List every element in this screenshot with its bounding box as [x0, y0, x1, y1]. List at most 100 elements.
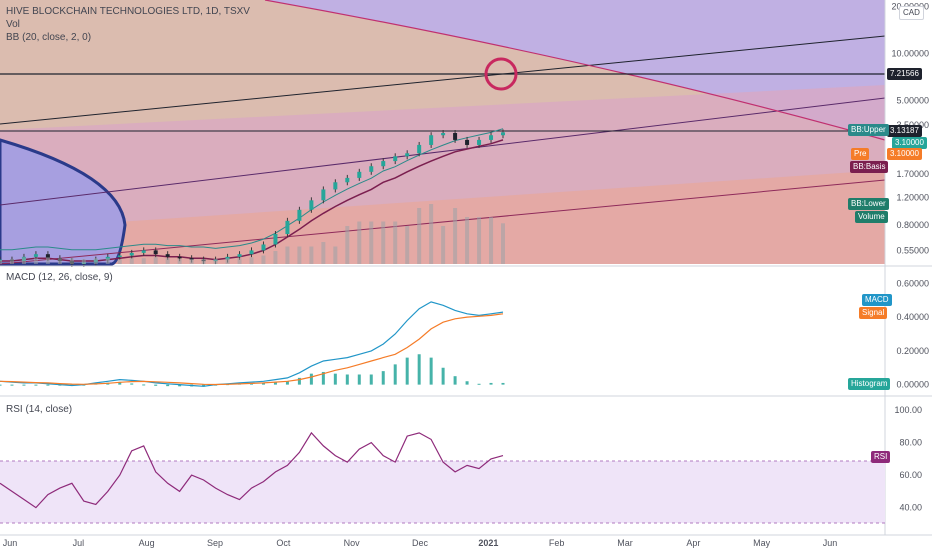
- histogram-bar: [285, 381, 289, 385]
- histogram-bar: [357, 374, 361, 385]
- time-tick-label: Apr: [686, 538, 700, 548]
- histogram-bar: [321, 371, 325, 385]
- level-price-tag: 7.21566: [887, 68, 922, 80]
- volume-bar: [333, 246, 338, 264]
- candle-body: [393, 156, 398, 162]
- volume-bar: [165, 258, 170, 264]
- candle-body: [261, 244, 266, 251]
- candle-body: [297, 209, 302, 221]
- rsi-tick-label: 80.00: [899, 438, 922, 448]
- volume-bar: [501, 223, 505, 264]
- histogram-bar: [142, 384, 146, 386]
- histogram-bar: [261, 382, 265, 385]
- volume-bar: [393, 221, 398, 264]
- macd-tick-label: 0.40000: [896, 312, 929, 322]
- volume-bar: [381, 221, 386, 264]
- time-tick-label: Oct: [276, 538, 291, 548]
- histogram-bar: [393, 364, 397, 385]
- candle-body: [429, 135, 434, 145]
- volume-bar: [453, 208, 458, 264]
- histogram-bar: [34, 384, 38, 386]
- histogram-bar: [369, 374, 373, 385]
- price-tick-label: 5.00000: [896, 96, 929, 106]
- candle-body: [249, 250, 254, 255]
- volume-bar: [465, 217, 470, 264]
- histogram-bar: [10, 384, 14, 386]
- volume-bar: [321, 242, 326, 264]
- candle-body: [333, 182, 338, 190]
- candle-body: [357, 171, 362, 178]
- volume-bar: [309, 246, 314, 264]
- volume-bar: [273, 251, 278, 264]
- histogram-bar: [0, 384, 2, 386]
- volume-bar: [285, 246, 290, 264]
- time-tick-label: Dec: [412, 538, 429, 548]
- fan-line-middle: [0, 97, 886, 206]
- volume-bar: [9, 259, 14, 264]
- volume-bar: [237, 258, 242, 264]
- volume-bar: [129, 258, 134, 264]
- rsi-tick-label: 60.00: [899, 470, 922, 480]
- volume-bar: [189, 259, 194, 264]
- rsi-band: [0, 461, 885, 523]
- histogram-bar: [273, 382, 277, 385]
- rsi-series: [0, 431, 504, 509]
- candle-body: [273, 234, 278, 245]
- candle-body: [405, 153, 410, 157]
- volume-bar: [477, 217, 482, 264]
- rsi-tick-label: 40.00: [899, 503, 922, 513]
- volume-bar: [33, 258, 38, 264]
- macd-legend[interactable]: MACD (12, 26, close, 9): [6, 272, 113, 283]
- time-tick-label: Sep: [207, 538, 223, 548]
- signal-line: [0, 313, 504, 386]
- price-tick-label: 1.20000: [896, 192, 929, 202]
- volume-bar: [105, 258, 110, 264]
- pre-price-tag: 3.10000: [887, 148, 922, 160]
- bb-legend[interactable]: BB (20, close, 2, 0): [6, 32, 92, 43]
- symbol-title[interactable]: HIVE BLOCKCHAIN TECHNOLOGIES LTD, 1D, TS…: [6, 6, 250, 17]
- arc-line: [264, 0, 886, 141]
- fan-line-upper: [0, 35, 886, 125]
- histogram-bar: [333, 373, 337, 385]
- volume-bar: [417, 208, 422, 264]
- volume-bar: [261, 255, 266, 264]
- hidden-price-tag: 3.10000: [892, 137, 927, 149]
- highlight-circle: [484, 57, 518, 91]
- volume-bar: [93, 258, 98, 264]
- candle-body: [465, 139, 470, 145]
- volume-bar: [21, 257, 26, 264]
- candle-body: [489, 135, 494, 140]
- volume-bar: [405, 226, 410, 264]
- candle-body: [237, 254, 242, 257]
- fan-region-purple: [265, 0, 885, 140]
- histogram-bar: [501, 382, 505, 385]
- bb-lower-tag: BB:Lower: [848, 198, 889, 210]
- time-tick-label: 2021: [478, 538, 498, 548]
- volume-bar: [141, 258, 146, 264]
- currency-badge[interactable]: CAD: [899, 6, 924, 20]
- price-tick-label: 0.55000: [896, 245, 929, 255]
- candle-body: [453, 133, 458, 140]
- rsi-legend[interactable]: RSI (14, close): [6, 404, 73, 415]
- candle-body: [501, 132, 505, 136]
- candle-body: [129, 252, 134, 256]
- time-tick-label: Feb: [549, 538, 565, 548]
- candle-body: [381, 161, 386, 167]
- bb-basis-tag: BB:Basis: [850, 161, 889, 173]
- candle-body: [45, 254, 50, 259]
- volume-legend[interactable]: Vol: [6, 19, 20, 30]
- volume-bar: [489, 217, 494, 264]
- volume-bar: [153, 257, 158, 264]
- volume-bar: [201, 259, 206, 264]
- rsi-line: [0, 431, 504, 509]
- price-tick-label: 0.80000: [896, 220, 929, 230]
- histogram-tag: Histogram: [848, 378, 891, 390]
- histogram-bar: [130, 383, 134, 385]
- histogram-bar: [453, 376, 457, 385]
- volume-bar: [357, 221, 362, 264]
- histogram-bar: [477, 383, 481, 385]
- histogram-bar: [154, 384, 158, 386]
